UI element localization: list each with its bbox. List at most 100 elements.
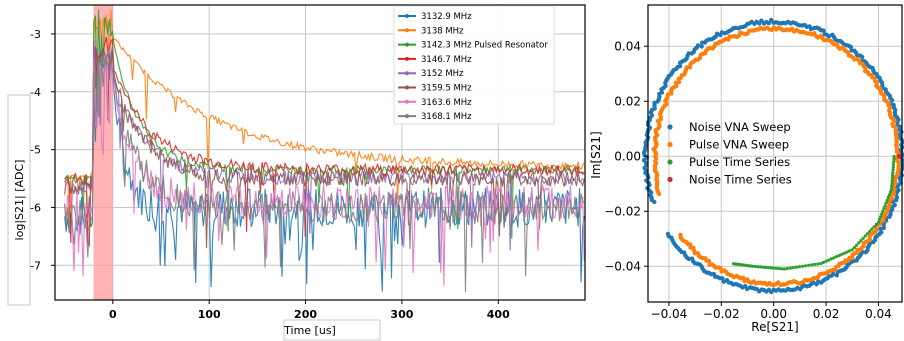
iq-point [731,262,736,266]
iq-point [834,255,839,259]
iq-point [774,266,778,270]
iq-point [756,265,760,269]
iq-point [891,162,896,167]
iq-point [782,267,786,271]
legend-label-3: 3146.7 MHz [421,55,472,65]
right-x-tick-label: 0.04 [865,307,892,321]
left-y-tick-label: -6 [30,201,41,214]
iq-point [874,222,878,227]
iq-point [888,190,893,194]
iq-point [870,227,874,231]
right-legend-marker-3 [667,176,673,183]
iq-point [741,275,746,280]
iq-point [892,160,896,164]
legend-marker-5 [405,85,409,90]
right-y-tick-labels: 0.04 0.02 0.00 −0.02 −0.04 [604,39,648,273]
iq-point [874,83,879,89]
iq-point [819,261,823,266]
iq-point [687,65,693,70]
iq-point [892,202,897,208]
iq-point [879,230,884,235]
iq-circle-plot: 0.040.020.00−0.02−0.04 −0.04 −0.02 0.00 0.0… [589,4,904,334]
iq-series-1 [651,25,902,288]
iq-point [829,257,833,261]
iq-point [824,259,828,263]
right-legend-marker-1 [667,141,673,148]
iq-point [890,176,895,180]
legend-label-4: 3152 MHz [421,69,464,79]
right-y-tick-label: 0.00 [614,149,641,163]
iq-point [700,40,705,45]
iq-point [652,199,657,205]
right-x-tick-label: −0.04 [651,307,688,321]
right-x-tick-label: 0.02 [813,307,840,321]
iq-point [840,252,844,256]
right-grid [648,5,902,302]
legend-marker-4 [405,71,409,76]
right-x-tick-label: 0.00 [760,307,787,321]
right-legend-label-2: Pulse Time Series [689,155,790,169]
iq-point [885,198,889,202]
series-line-1 [64,9,585,236]
iq-point [656,191,662,197]
iq-point [821,260,826,264]
iq-point [859,239,863,243]
iq-point [886,195,890,200]
iq-point [855,57,860,62]
left-x-tick-label: 0 [109,308,117,321]
right-x-tick-labels: −0.04 −0.02 0.00 0.02 0.04 [651,302,892,321]
iq-point [896,153,902,159]
iq-point [803,264,808,268]
left-legend-box [393,5,555,125]
iq-point [816,262,820,266]
right-y-axis-label: Im[S21] [589,131,603,178]
iq-point [850,256,855,261]
iq-point [887,193,891,197]
iq-point [891,173,895,178]
legend-label-6: 3163.6 MHz [421,98,472,108]
right-legend-marker-2 [667,159,673,165]
iq-point [797,265,802,269]
series-line-4 [64,43,585,251]
iq-point [891,168,895,172]
iq-point [686,256,691,262]
left-y-axis-label: log|S21| [ADC] [13,160,26,241]
iq-point [865,232,870,236]
iq-series-3 [896,153,902,159]
legend-marker-0 [405,14,409,18]
left-plot-frame [54,4,586,301]
iq-point [761,21,767,26]
iq-point [837,253,841,258]
iq-point [883,204,887,208]
right-legend: Noise VNA Sweep Pulse VNA Sweep Pulse Time… [667,120,792,187]
left-y-tick-label: -5 [30,144,41,157]
iq-point [882,206,886,211]
right-legend-label-1: Pulse VNA Sweep [689,138,789,152]
iq-point [689,51,694,56]
iq-point [892,157,896,161]
iq-point [842,251,847,255]
left-x-label-box [283,319,381,341]
iq-point [890,182,894,186]
iq-point [678,60,683,65]
iq-point [863,234,867,238]
iq-point [857,241,861,245]
right-legend-marker-0 [667,124,673,130]
right-plot-frame [647,4,903,303]
legend-marker-2 [405,42,409,47]
iq-point [769,266,773,270]
legend-label-2: 3142.3 MHz Pulsed Resonator [421,41,548,51]
iq-point [850,248,854,252]
iq-point [890,179,894,183]
left-x-tick-label: 400 [487,308,510,321]
series-line-7 [64,47,585,293]
legend-marker-7 [405,114,409,119]
iq-point [753,264,758,269]
iq-point [892,154,896,158]
iq-point [669,91,674,96]
time-series-plot: -3-4-5-6-7 0 100 200 300 400 log|S21| [ADC] … [7,4,586,341]
left-series-group [64,9,585,293]
series-line-6 [64,55,585,286]
legend-label-7: 3168.1 MHz [421,112,472,122]
